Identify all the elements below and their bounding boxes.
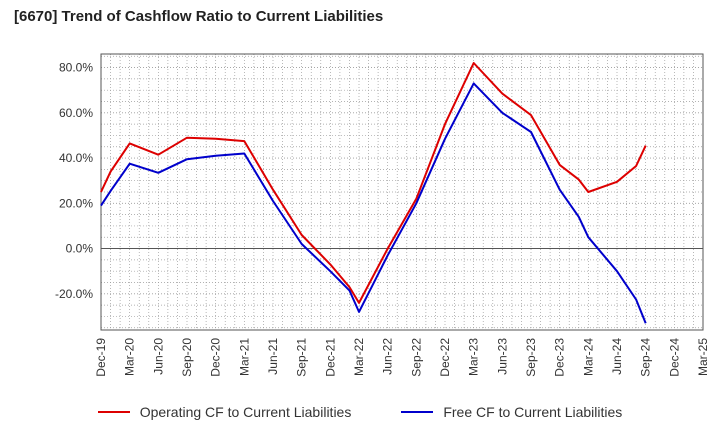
x-tick-label: Jun-24 bbox=[610, 338, 624, 375]
axis-layer: -20.0% 0.0% 20.0% 40.0% 60.0% 80.0% Dec-19 Mar-… bbox=[55, 53, 710, 377]
x-tick-label: Dec-19 bbox=[94, 338, 108, 377]
x-tick-label: Sep-22 bbox=[409, 338, 423, 377]
y-tick-label: 80.0% bbox=[59, 61, 93, 75]
x-tick-label: Sep-23 bbox=[524, 338, 538, 377]
x-tick-label: Mar-22 bbox=[352, 338, 366, 376]
legend-label-operating-cf: Operating CF to Current Liabilities bbox=[139, 404, 352, 420]
series-layer bbox=[100, 62, 647, 324]
chart-title: [6670] Trend of Cashflow Ratio to Curren… bbox=[14, 8, 384, 25]
x-tick-label: Dec-24 bbox=[667, 338, 681, 377]
x-tick-label: Jun-21 bbox=[266, 338, 280, 375]
x-tick-label: Mar-20 bbox=[123, 338, 137, 376]
x-tick-label: Jun-22 bbox=[381, 338, 395, 375]
legend-swatch-free-cf bbox=[401, 411, 434, 413]
x-tick-label: Sep-24 bbox=[639, 338, 653, 377]
x-tick-label: Dec-22 bbox=[438, 338, 452, 377]
grid-layer bbox=[100, 54, 704, 330]
y-tick-label: 40.0% bbox=[59, 151, 93, 165]
legend-item-operating-cf: Operating CF to Current Liabilities bbox=[97, 404, 352, 420]
x-tick-label: Sep-21 bbox=[295, 338, 309, 377]
x-tick-label: Jun-20 bbox=[151, 338, 165, 375]
x-tick-label: Dec-23 bbox=[553, 338, 567, 377]
x-tick-label: Mar-21 bbox=[237, 338, 251, 376]
y-tick-label: 20.0% bbox=[59, 196, 93, 210]
y-tick-label: -20.0% bbox=[55, 287, 93, 301]
x-tick-label: Mar-25 bbox=[696, 338, 710, 376]
x-tick-label: Dec-21 bbox=[323, 338, 337, 377]
x-tick-label: Jun-23 bbox=[495, 338, 509, 375]
series-line-operating-cf bbox=[100, 62, 647, 304]
legend-item-free-cf: Free CF to Current Liabilities bbox=[401, 404, 622, 420]
series-line-free-cf bbox=[100, 82, 647, 324]
legend: Operating CF to Current Liabilities Free… bbox=[0, 404, 720, 420]
x-tick-label: Mar-23 bbox=[467, 338, 481, 376]
x-tick-label: Mar-24 bbox=[581, 338, 595, 376]
x-tick-label: Dec-20 bbox=[209, 338, 223, 377]
y-tick-label: 0.0% bbox=[66, 242, 94, 256]
legend-label-free-cf: Free CF to Current Liabilities bbox=[443, 404, 623, 420]
legend-swatch-operating-cf bbox=[97, 411, 130, 413]
y-tick-label: 60.0% bbox=[59, 106, 93, 120]
x-tick-label: Sep-20 bbox=[180, 338, 194, 377]
